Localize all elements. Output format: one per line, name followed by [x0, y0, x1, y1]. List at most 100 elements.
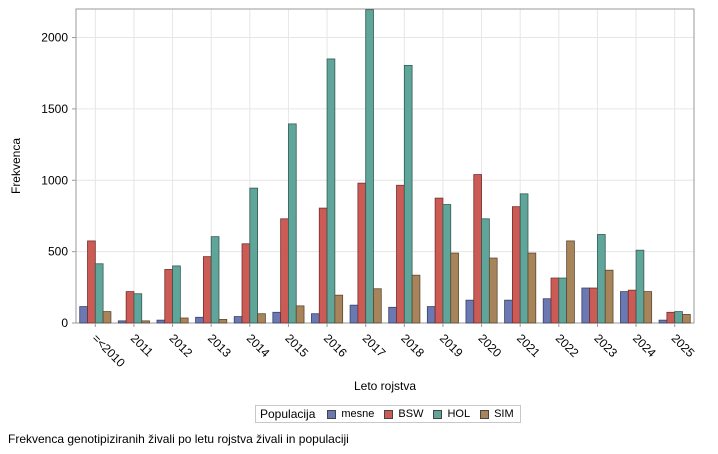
x-axis-ticks: =<2010 2011 2012 2013 2014 2015 2016 2017 2018 20…: [89, 323, 698, 370]
legend-title: Populacija: [260, 407, 316, 421]
bar-hol-2018: [403, 64, 413, 324]
bar-hol-2015: [288, 123, 297, 324]
bar-sim-2020: [488, 257, 498, 324]
bar-sim-2023: [604, 269, 614, 324]
bar-hol-2023: [597, 234, 606, 324]
bar-mesne-2024: [620, 291, 629, 324]
x-tick-label: 2018: [398, 331, 427, 360]
bar-mesne-2019: [426, 306, 436, 324]
bar-sim-2017: [373, 288, 382, 324]
bar-sim-2019: [450, 252, 459, 324]
bar-sim-2014: [257, 313, 266, 324]
bar-chart: 0 500 1000 1500 2000 =<2010 2011 2012 2013 2014 2…: [9, 8, 698, 393]
legend-swatch: [433, 409, 443, 419]
legend-item-hol: HOL: [433, 408, 470, 420]
bar-bsw-2023: [589, 287, 598, 324]
x-tick-label: 2019: [437, 331, 466, 360]
legend-swatch: [480, 409, 490, 419]
bar-bsw-2021: [511, 206, 521, 324]
bar-bsw-2020: [473, 174, 482, 324]
bar-bsw-2017: [357, 182, 367, 324]
plot-frame: [75, 8, 695, 324]
legend-label: HOL: [447, 408, 471, 420]
bar-hol-2020: [481, 218, 490, 324]
chart-caption: Frekvenca genotipiziranih živali po letu…: [8, 432, 349, 446]
bar-mesne-2013: [195, 316, 204, 324]
y-tick-label: 500: [48, 245, 68, 259]
x-tick-label: 2015: [282, 331, 311, 360]
bar-mesne-2014: [233, 316, 243, 324]
legend-label: BSW: [398, 408, 424, 420]
legend-swatch: [384, 409, 394, 419]
bar-bsw-2019: [434, 197, 444, 324]
x-tick-label: 2013: [205, 331, 234, 360]
bar-mesne-2018: [388, 306, 397, 324]
legend-item-mesne: mesne: [327, 408, 374, 420]
x-tick-label: 2024: [630, 331, 659, 360]
bar-mesne-2017: [349, 304, 359, 324]
bars: [79, 9, 691, 324]
bar-bsw-=<2010: [87, 240, 96, 324]
bar-hol-2021: [519, 193, 529, 324]
bar-sim-2022: [566, 240, 575, 324]
bar-sim-2025: [682, 314, 691, 324]
y-axis-ticks: 0 500 1000 1500 2000: [41, 31, 76, 330]
bar-sim-2016: [334, 294, 344, 324]
bar-bsw-2014: [241, 243, 251, 324]
bar-bsw-2016: [318, 207, 328, 324]
bar-sim-2011: [141, 320, 150, 324]
bar-mesne-2020: [465, 299, 475, 324]
x-tick-label: 2020: [475, 331, 504, 360]
bar-mesne-2011: [117, 320, 127, 324]
bar-mesne-2025: [658, 319, 668, 324]
x-tick-label: 2012: [166, 331, 195, 360]
x-tick-label: 2023: [591, 331, 620, 360]
bar-mesne-2023: [581, 287, 591, 324]
bar-bsw-2015: [280, 218, 289, 324]
bar-hol-2014: [249, 187, 259, 324]
bar-hol-2016: [326, 58, 336, 324]
bar-hol-2025: [674, 311, 683, 324]
bar-mesne-2022: [542, 298, 552, 324]
legend: Populacija mesne BSW HOL SIM: [255, 405, 521, 423]
y-tick-label: 1500: [41, 102, 68, 116]
y-tick-label: 2000: [41, 31, 68, 45]
bar-bsw-2018: [396, 184, 405, 324]
bar-mesne-2016: [311, 313, 320, 324]
bar-hol-=<2010: [94, 263, 104, 324]
x-tick-label: 2021: [514, 331, 543, 360]
bar-sim-=<2010: [102, 311, 112, 324]
bar-hol-2011: [133, 293, 143, 324]
legend-item-sim: SIM: [480, 408, 514, 420]
bar-mesne-2012: [156, 319, 166, 324]
x-tick-label: 2025: [669, 331, 698, 360]
bar-hol-2017: [365, 9, 374, 324]
bar-bsw-2024: [627, 289, 637, 324]
bar-sim-2018: [411, 274, 421, 324]
x-axis-title: Leto rojstva: [354, 379, 416, 393]
bar-hol-2013: [210, 236, 220, 324]
bar-bsw-2012: [164, 269, 173, 324]
x-tick-label: 2017: [360, 331, 389, 360]
bar-mesne-=<2010: [79, 306, 88, 324]
x-tick-label: =<2010: [89, 331, 128, 370]
bar-hol-2012: [172, 265, 181, 324]
x-tick-label: 2022: [553, 331, 582, 360]
y-tick-label: 1000: [41, 173, 68, 187]
legend-item-bsw: BSW: [384, 408, 423, 420]
bar-sim-2021: [527, 252, 537, 324]
bar-sim-2012: [179, 317, 189, 324]
bar-bsw-2013: [202, 256, 212, 324]
bar-sim-2015: [295, 305, 305, 324]
legend-label: SIM: [494, 408, 514, 420]
bar-bsw-2011: [125, 291, 135, 324]
bar-bsw-2025: [666, 311, 676, 324]
x-tick-label: 2016: [321, 331, 350, 360]
x-tick-label: 2014: [244, 331, 273, 360]
y-axis-title: Frekvenca: [9, 138, 23, 194]
bar-mesne-2015: [272, 311, 282, 324]
bar-hol-2024: [635, 249, 645, 324]
bar-hol-2022: [558, 277, 568, 324]
y-tick-label: 0: [61, 316, 68, 330]
x-tick-label: 2011: [128, 331, 156, 359]
